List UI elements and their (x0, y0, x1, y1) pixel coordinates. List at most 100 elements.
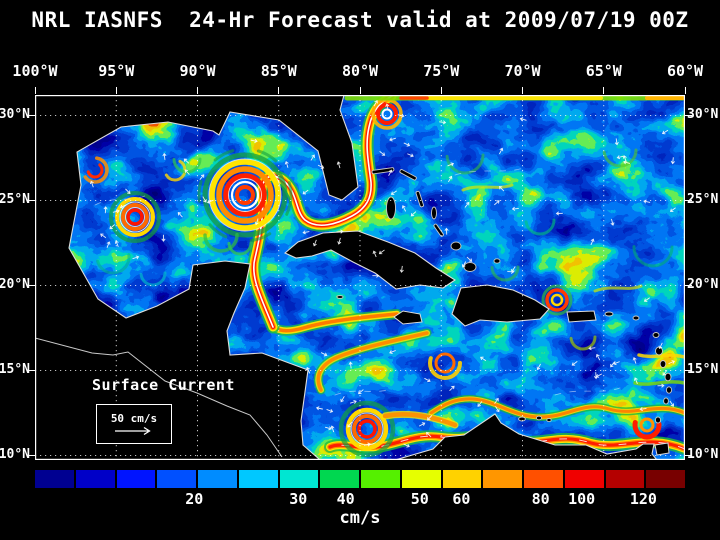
colorbar-cell (442, 470, 482, 488)
vector-arrow-icon (477, 401, 483, 407)
vector-arrow-icon (378, 249, 385, 255)
vector-arrow-icon (590, 238, 595, 246)
map-frame (35, 95, 685, 460)
lat-label-left: 15°N (0, 362, 30, 378)
grid-lines (35, 95, 685, 460)
vector-arrow-icon (461, 261, 467, 268)
vector-arrow-icon (439, 120, 447, 125)
lat-tick (685, 369, 692, 371)
colorbar-tick-label: 30 (289, 490, 308, 508)
lat-tick (685, 199, 692, 201)
vector-arrow-icon (161, 234, 166, 242)
vector-arrow-icon (658, 342, 663, 350)
lat-label-left: 30°N (0, 107, 30, 122)
lat-tick (685, 284, 692, 286)
lat-tick (28, 284, 35, 286)
vector-arrow-icon (132, 255, 140, 260)
bahamas (371, 167, 501, 272)
vector-arrow-icon (555, 211, 563, 216)
vector-arrow-icon (112, 209, 120, 214)
vector-arrow-icon (494, 200, 500, 206)
legend-title: Surface Current (92, 376, 235, 394)
vector-arrow-icon (633, 377, 638, 384)
vector-arrow-icon (588, 346, 596, 351)
vector-arrow-icon (448, 175, 453, 183)
colorbar-tick-label: 50 (410, 490, 429, 508)
vector-arrow-icon (306, 366, 311, 374)
vector-arrow-icon (330, 425, 335, 433)
vector-arrow-icon (403, 142, 411, 147)
lon-label: 85°W (260, 62, 297, 80)
south-america-coastline (394, 413, 658, 461)
vector-arrow-icon (670, 157, 675, 165)
lat-label-right: 20°N (687, 277, 719, 293)
colorbar-cell (238, 470, 278, 488)
vector-arrow-icon (494, 397, 499, 404)
vector-arrow-icon (426, 431, 432, 438)
vector-arrow-icon (177, 211, 183, 218)
vector-arrow-icon (114, 240, 119, 248)
puerto-rico (566, 310, 597, 323)
lat-tick (28, 199, 35, 201)
colorbar-tick-labels: 20 30 40 50 60 80 100 120 (35, 490, 685, 508)
vector-arrow-icon (511, 266, 516, 273)
lon-tick (684, 87, 686, 94)
vector-scale-label: 50 cm/s (110, 412, 158, 425)
vector-arrow-icon (668, 360, 676, 365)
lon-tick (197, 87, 198, 94)
colorbar-cell (279, 470, 319, 488)
current-direction-arrows (89, 99, 676, 448)
colorbar-tick-label: 100 (568, 490, 596, 508)
vector-arrow-icon (183, 158, 190, 164)
vector-arrow-icon (103, 206, 108, 214)
vector-arrow-icon (312, 239, 317, 247)
lon-tick (278, 87, 280, 94)
vector-arrow-icon (657, 383, 665, 388)
lat-label-left: 25°N (0, 192, 30, 208)
lat-tick (685, 114, 692, 116)
vector-arrow-icon (449, 385, 455, 392)
vector-arrow-icon (614, 138, 619, 146)
lat-label-right: 25°N (687, 192, 719, 208)
vector-arrow-icon (622, 155, 627, 162)
colorbar-cell (483, 470, 522, 488)
vector-arrow-icon (89, 180, 94, 188)
jamaica (393, 310, 423, 325)
vector-arrow-icon (418, 422, 426, 427)
vector-arrow-icon (390, 190, 397, 195)
pacific-coastline (34, 337, 283, 458)
lon-label: 80°W (341, 62, 379, 80)
vector-arrow-icon (119, 204, 127, 209)
vector-arrow-icon (610, 361, 615, 368)
lat-label-left: 10°N (0, 447, 30, 463)
vector-arrow-icon (348, 361, 353, 369)
lon-tick (359, 87, 361, 94)
plot-title: NRL IASNFS 24-Hr Forecast valid at 2009/… (31, 8, 689, 32)
vector-arrow-icon (447, 162, 455, 167)
lon-tick (115, 87, 117, 94)
vector-arrow-icon (643, 297, 650, 302)
vector-arrow-icon (427, 415, 433, 421)
vector-arrow-icon (302, 230, 310, 235)
vector-arrow-icon (250, 138, 258, 143)
vector-arrow-icon (498, 186, 505, 192)
vector-arrow-icon (536, 363, 541, 371)
vector-arrow-icon (106, 241, 111, 248)
vector-arrow-icon (379, 150, 386, 156)
vector-arrow-icon (372, 273, 380, 278)
trinidad (654, 442, 670, 456)
longitude-axis: 100°W 95°W 90°W 85°W 80°W 75°W 70°W 65°W 60°W (0, 62, 720, 82)
colorbar-cell (198, 470, 237, 488)
vector-arrow-icon (662, 369, 668, 376)
land-layer (34, 94, 673, 461)
lon-label: 60°W (666, 62, 704, 80)
colorbar-cell (320, 470, 359, 488)
colorbar-cell (116, 470, 156, 488)
vector-arrow-icon (363, 442, 371, 447)
lon-label: 90°W (179, 62, 216, 80)
vector-arrow-icon (669, 207, 676, 212)
vector-arrow-icon (466, 256, 473, 262)
vector-scale-box: 50 cm/s (96, 404, 172, 444)
vector-arrow-icon (399, 265, 404, 273)
vector-arrow-icon (669, 400, 675, 407)
